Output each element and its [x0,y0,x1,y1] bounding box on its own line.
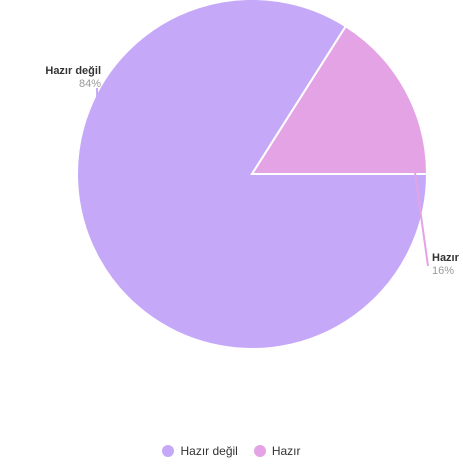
pie-slice[interactable] [250,24,429,175]
legend-swatch [253,445,266,457]
leader-line [96,87,102,258]
legend-item-hazir-degil[interactable]: Hazır değil [162,444,238,458]
legend-swatch [162,445,175,457]
slice-label: Hazır değil [45,65,101,77]
legend-label: Hazır [271,444,301,458]
legend-label: Hazır değil [180,444,238,458]
slice-percent-label: 16% [432,265,454,277]
slices-layer [76,0,429,350]
chart-legend: Hazır değil Hazır [0,444,463,458]
legend-item-hazir[interactable]: Hazır [253,444,301,458]
slice-percent-label: 84% [79,78,101,90]
slice-label: Hazır [432,252,460,264]
leader-line [402,90,429,267]
